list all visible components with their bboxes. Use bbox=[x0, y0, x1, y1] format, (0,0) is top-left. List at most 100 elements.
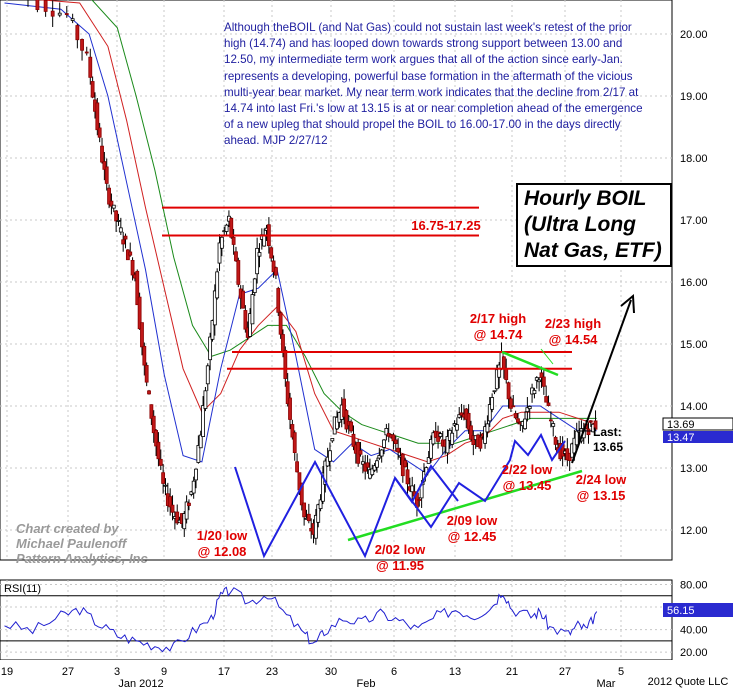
candle-body bbox=[360, 461, 365, 465]
copyright-text: 2012 Quote LLC bbox=[648, 676, 729, 688]
y-tick-label: 16.00 bbox=[680, 277, 708, 289]
rsi-value: 56.15 bbox=[667, 605, 695, 617]
candle-body bbox=[429, 439, 433, 459]
candle-body bbox=[269, 247, 274, 259]
candle-body bbox=[313, 514, 318, 539]
candle-body bbox=[469, 425, 473, 440]
candle-body bbox=[431, 432, 436, 445]
label-2-24-low: @ 13.15 bbox=[577, 488, 626, 503]
candle-body bbox=[466, 412, 471, 430]
candle-body bbox=[384, 428, 389, 436]
candle-body bbox=[551, 423, 556, 427]
candle-body bbox=[111, 204, 116, 209]
candle-body bbox=[393, 439, 398, 445]
y-tick-label: 19.00 bbox=[680, 91, 708, 103]
x-sublabel-mar: Mar bbox=[597, 678, 616, 688]
candle-body bbox=[234, 251, 238, 262]
candle-body bbox=[426, 457, 431, 464]
candle-body bbox=[283, 349, 288, 379]
rsi-panel bbox=[0, 579, 673, 661]
candle-body bbox=[271, 260, 276, 273]
candle-body bbox=[187, 502, 191, 506]
candle-body bbox=[182, 513, 187, 530]
ma-value-box bbox=[663, 431, 733, 443]
label-2-02-low: 2/02 low bbox=[375, 542, 426, 557]
candle-body bbox=[391, 434, 396, 442]
x-tick-label: 6 bbox=[391, 666, 397, 678]
candle-body bbox=[114, 210, 119, 222]
candle-body bbox=[75, 25, 80, 41]
candle-body bbox=[43, 0, 48, 12]
x-tick-label: 23 bbox=[266, 666, 278, 678]
label-2-24-low: 2/24 low bbox=[576, 472, 627, 487]
candle-body bbox=[487, 404, 492, 422]
last-close-value: 13.69 bbox=[667, 419, 695, 431]
candle-body bbox=[109, 200, 114, 207]
candle-body bbox=[593, 420, 598, 430]
candle-body bbox=[104, 166, 109, 184]
candle-body bbox=[88, 56, 93, 78]
candle-body bbox=[121, 239, 126, 245]
candle-body bbox=[454, 424, 459, 431]
candle-body bbox=[504, 368, 509, 381]
label-2-22-low: 2/22 low bbox=[502, 462, 553, 477]
candle-body bbox=[316, 504, 321, 523]
wave-zigzag bbox=[234, 432, 566, 559]
candle-body bbox=[215, 271, 220, 299]
candle-body bbox=[168, 496, 173, 508]
candle-body bbox=[84, 51, 89, 54]
x-tick-label: 13 bbox=[449, 666, 461, 678]
candle-body bbox=[118, 227, 123, 233]
candle-body bbox=[248, 313, 252, 337]
candle-body bbox=[217, 242, 222, 264]
candle-body bbox=[208, 336, 213, 361]
candle-body bbox=[501, 356, 506, 370]
candle-body bbox=[198, 434, 203, 449]
candle-body bbox=[158, 458, 163, 466]
y-tick-label: 13.00 bbox=[680, 463, 708, 475]
candle-body bbox=[205, 365, 210, 385]
support-trendline bbox=[347, 469, 583, 542]
candle-body bbox=[196, 445, 201, 463]
candle-body bbox=[295, 461, 299, 473]
x-tick-label: 5 bbox=[618, 666, 624, 678]
candle-body bbox=[497, 364, 502, 378]
candle-body bbox=[438, 433, 443, 437]
candle-body bbox=[80, 38, 84, 51]
candle-body bbox=[212, 290, 217, 326]
label-2-17-high: @ 14.74 bbox=[474, 327, 524, 342]
candle-body bbox=[572, 437, 577, 454]
y-tick-label: 14.00 bbox=[680, 401, 708, 413]
candle-body bbox=[135, 270, 140, 306]
candle-body bbox=[318, 499, 323, 510]
candle-body bbox=[372, 465, 377, 471]
rsi-title: RSI(11) bbox=[4, 583, 41, 595]
candle-body bbox=[509, 398, 513, 409]
candle-body bbox=[302, 502, 307, 518]
x-tick-label: 30 bbox=[325, 666, 337, 678]
candle-body bbox=[97, 127, 102, 138]
candle-body bbox=[191, 480, 196, 494]
candle-body bbox=[379, 449, 384, 457]
candle-body bbox=[231, 236, 236, 245]
x-tick-label: 3 bbox=[114, 666, 120, 678]
label-2-23-high: @ 14.54 bbox=[549, 332, 599, 347]
x-sublabel-feb: Feb bbox=[357, 678, 376, 688]
ma-value: 13.47 bbox=[667, 432, 695, 444]
candle-body bbox=[116, 220, 121, 222]
candle-body bbox=[128, 251, 133, 256]
candle-body bbox=[471, 435, 476, 445]
candle-body bbox=[123, 235, 128, 240]
ma-fast-line bbox=[4, 2, 597, 475]
label-last-price: Last: bbox=[593, 425, 622, 439]
candle-body bbox=[516, 418, 520, 423]
candle-body bbox=[57, 12, 62, 16]
label-2-22-low: @ 13.45 bbox=[503, 478, 552, 493]
candle-body bbox=[95, 102, 100, 131]
label-2-02-low: @ 11.95 bbox=[376, 558, 424, 573]
label-2-09-low: 2/09 low bbox=[447, 513, 498, 528]
candle-body bbox=[351, 433, 356, 447]
candle-body bbox=[250, 294, 255, 325]
